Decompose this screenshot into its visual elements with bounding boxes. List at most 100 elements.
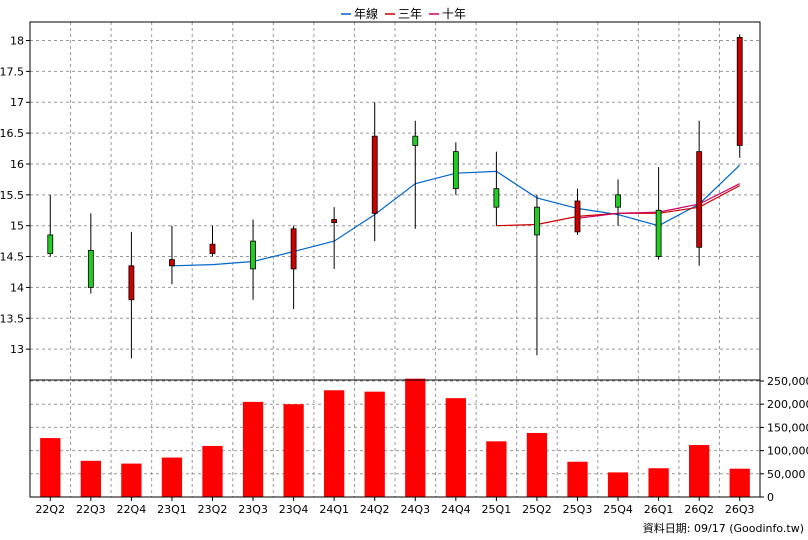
volume-tick-label: 100,000 bbox=[767, 445, 808, 458]
price-tick-label: 15 bbox=[10, 220, 24, 233]
candle bbox=[534, 194, 540, 356]
tick-labels: 13 13.5 14 14.5 15 15.5 16 16.5 17 17.5 18 0 50,000 1… bbox=[0, 35, 808, 516]
price-tick-label: 18 bbox=[10, 35, 24, 48]
price-tick-label: 14.5 bbox=[0, 251, 24, 264]
category-label: 23Q4 bbox=[279, 503, 309, 516]
candle-body bbox=[290, 228, 297, 270]
price-grid bbox=[29, 22, 761, 497]
price-tick-label: 13.5 bbox=[0, 312, 24, 325]
candle bbox=[169, 225, 175, 285]
candle bbox=[655, 167, 662, 260]
volume-bar bbox=[242, 401, 264, 497]
candle-body bbox=[209, 243, 216, 254]
candle bbox=[250, 219, 256, 300]
price-tick-label: 14 bbox=[10, 281, 24, 294]
category-label: 25Q3 bbox=[563, 503, 593, 516]
candle bbox=[736, 34, 743, 158]
candle-body bbox=[615, 194, 621, 208]
price-tick-label: 17 bbox=[10, 96, 24, 109]
price-tick-label: 13 bbox=[10, 343, 24, 356]
candle-body bbox=[493, 188, 500, 208]
volume-bars bbox=[40, 378, 750, 497]
volume-bar bbox=[161, 457, 183, 497]
candle-body bbox=[452, 151, 459, 190]
volume-bar bbox=[607, 472, 629, 497]
volume-bar bbox=[80, 460, 101, 497]
candle bbox=[412, 120, 419, 229]
volume-tick-label: 150,000 bbox=[767, 421, 808, 434]
footer-date: 資料日期: 09/17 (Goodinfo.tw) bbox=[643, 521, 804, 535]
category-label: 23Q3 bbox=[238, 503, 268, 516]
volume-bar bbox=[689, 445, 710, 497]
candle-body bbox=[574, 200, 581, 233]
volume-bar bbox=[486, 441, 507, 497]
candle bbox=[47, 194, 54, 257]
volume-bar bbox=[729, 468, 750, 497]
candle bbox=[493, 151, 500, 226]
category-label: 26Q1 bbox=[644, 503, 674, 516]
volume-tick-label: 250,000 bbox=[767, 375, 808, 388]
category-label: 24Q3 bbox=[400, 503, 430, 516]
candle-body bbox=[169, 259, 175, 267]
volume-bar bbox=[364, 391, 385, 497]
plot-frame bbox=[29, 21, 761, 498]
category-label: 26Q2 bbox=[684, 503, 714, 516]
volume-bar bbox=[202, 445, 223, 497]
candle bbox=[574, 188, 581, 235]
volume-bar bbox=[405, 378, 426, 497]
category-label: 22Q3 bbox=[76, 503, 106, 516]
volume-bar bbox=[526, 432, 548, 497]
candle-body bbox=[696, 151, 703, 248]
category-label: 23Q1 bbox=[157, 503, 187, 516]
candle-body bbox=[331, 219, 338, 224]
candle-body bbox=[534, 206, 540, 236]
category-label: 25Q2 bbox=[522, 503, 552, 516]
candle-body bbox=[128, 265, 135, 301]
legend-label: 三年 bbox=[398, 7, 422, 21]
candle bbox=[371, 102, 378, 242]
candle bbox=[696, 120, 703, 266]
candle-body bbox=[736, 37, 743, 146]
category-label: 22Q2 bbox=[35, 503, 65, 516]
volume-bar bbox=[324, 390, 345, 497]
volume-bar bbox=[121, 463, 142, 497]
price-tick-label: 15.5 bbox=[0, 189, 24, 202]
category-label: 24Q1 bbox=[319, 503, 349, 516]
price-tick-label: 16 bbox=[10, 158, 24, 171]
candle bbox=[209, 225, 216, 257]
category-label: 25Q1 bbox=[482, 503, 512, 516]
category-label: 23Q2 bbox=[198, 503, 228, 516]
candle bbox=[331, 207, 338, 269]
candle bbox=[615, 179, 621, 226]
category-label: 25Q4 bbox=[603, 503, 633, 516]
candles bbox=[47, 34, 743, 359]
legend-item: 年線 bbox=[341, 6, 378, 21]
category-label: 24Q2 bbox=[360, 503, 390, 516]
candle-body bbox=[371, 135, 378, 214]
candle bbox=[128, 231, 135, 359]
candle-body bbox=[47, 234, 54, 254]
category-label: 26Q3 bbox=[725, 503, 755, 516]
volume-bar bbox=[445, 398, 466, 497]
legend-label: 年線 bbox=[354, 6, 378, 21]
candle bbox=[452, 142, 459, 195]
volume-bar bbox=[40, 438, 61, 497]
candle bbox=[290, 225, 297, 310]
volume-tick-label: 200,000 bbox=[767, 398, 808, 411]
volume-tick-label: 50,000 bbox=[767, 468, 806, 481]
volume-tick-label: 0 bbox=[767, 491, 774, 504]
price-tick-label: 17.5 bbox=[0, 65, 24, 78]
candle bbox=[87, 213, 94, 294]
legend: 年線 三年 十年 bbox=[341, 6, 466, 21]
legend-item: 三年 bbox=[385, 7, 422, 21]
axes bbox=[26, 21, 764, 501]
legend-item: 十年 bbox=[429, 7, 466, 21]
category-label: 22Q4 bbox=[117, 503, 147, 516]
candle-body bbox=[412, 135, 419, 146]
volume-bar bbox=[567, 461, 588, 497]
volume-bar bbox=[648, 468, 669, 497]
candle-body bbox=[87, 249, 94, 288]
volume-bar bbox=[283, 404, 304, 497]
candle-body bbox=[250, 240, 256, 270]
